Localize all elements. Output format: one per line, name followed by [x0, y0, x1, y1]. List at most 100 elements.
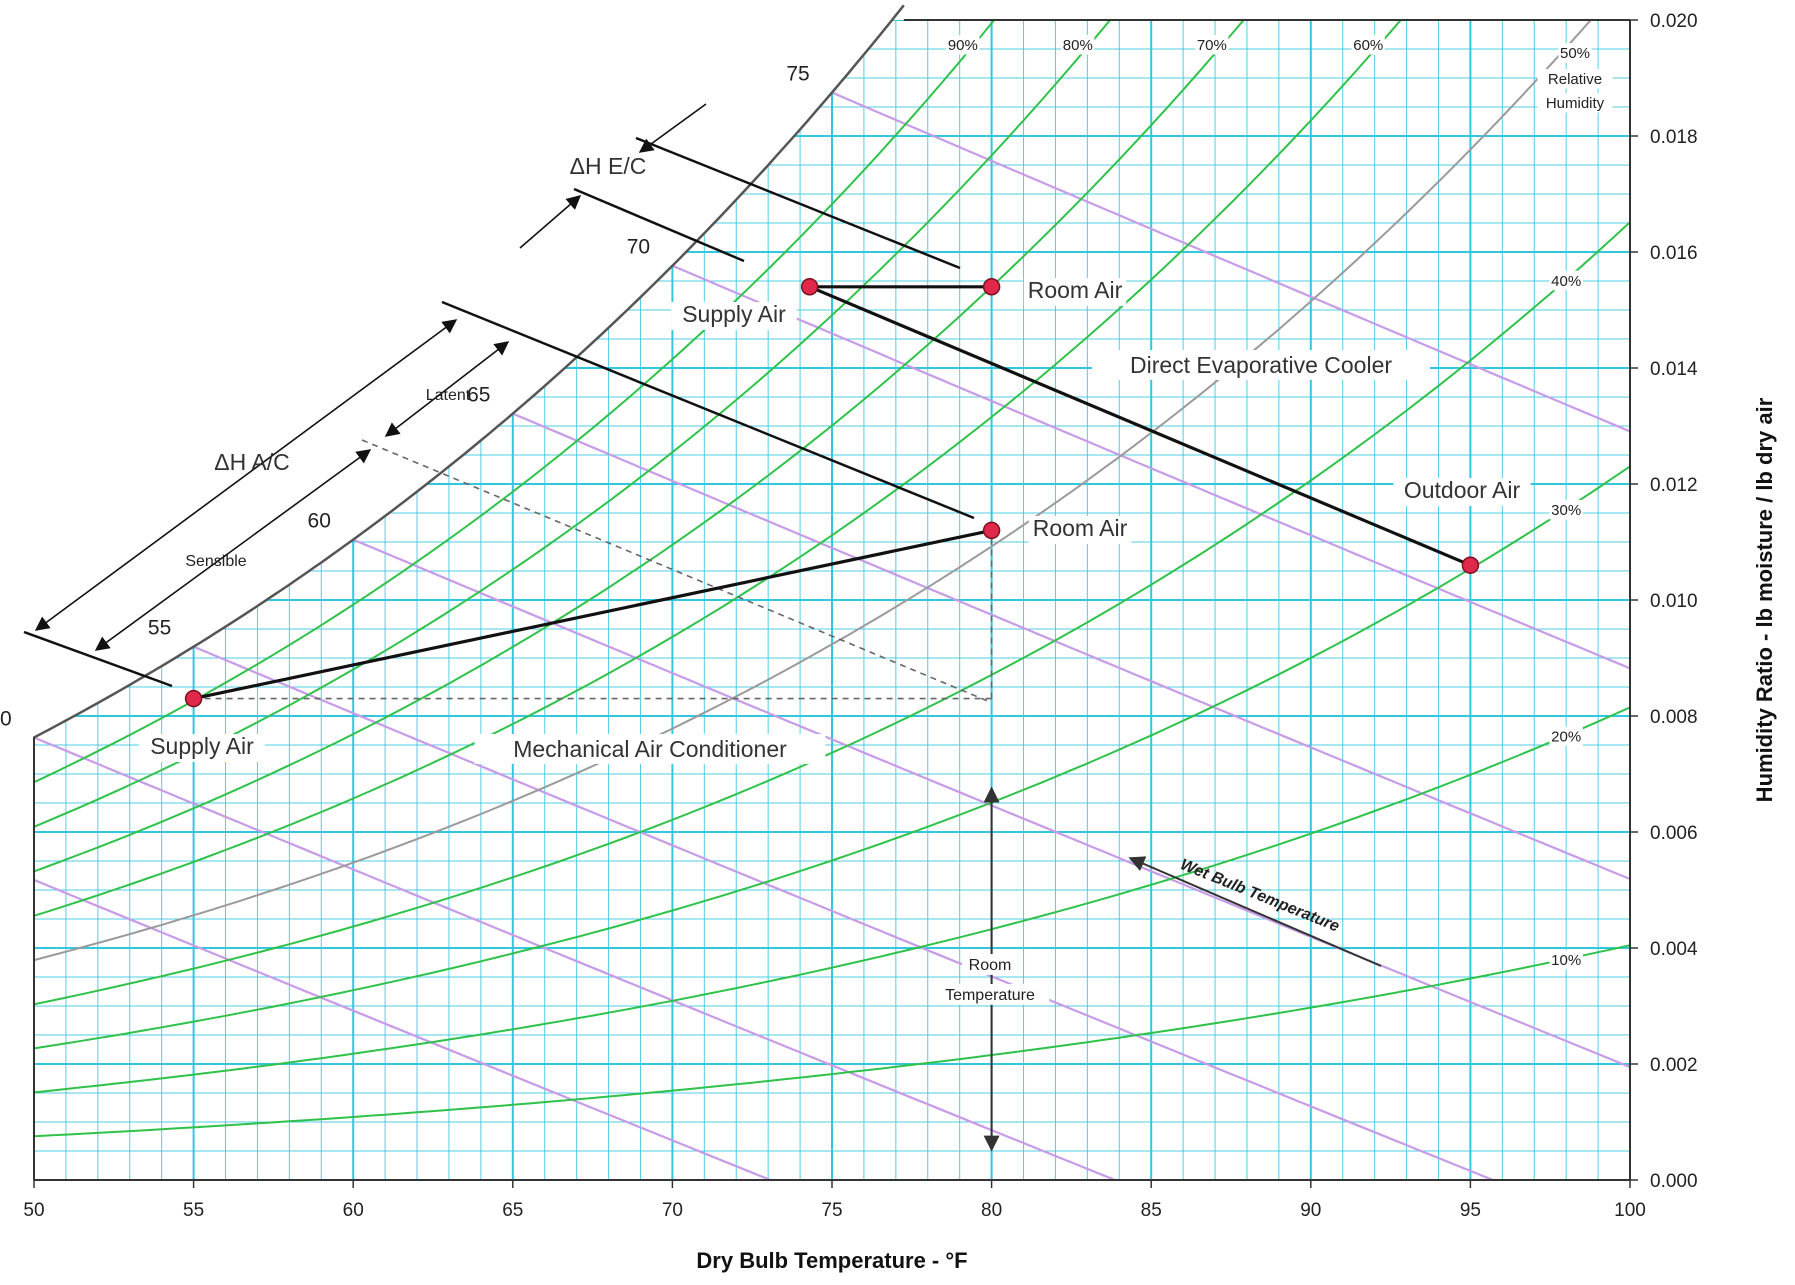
mechanical-air-conditioner-label-bg: [474, 734, 826, 764]
sensible-arrow: [94, 449, 372, 651]
saturation-temp-label: 70: [627, 236, 650, 259]
delta-h-ec-arrow-out: [638, 103, 707, 153]
wet-bulb-line: [34, 878, 774, 1180]
x-tick-label: 60: [343, 1200, 364, 1221]
x-axis-title: Dry Bulb Temperature - °F: [696, 1248, 967, 1273]
delta-h-ac-label: ΔH A/C: [214, 449, 289, 475]
direct-evaporative-cooler-label: Direct Evaporative Cooler: [1130, 352, 1392, 378]
enthalpy-line-ec-low: [573, 187, 745, 263]
x-tick-label: 95: [1460, 1200, 1481, 1221]
rh-curve-40: [34, 220, 1630, 1006]
rh-curve-10: [34, 944, 1630, 1138]
point-label-bg: [1023, 278, 1127, 306]
state-point: [1461, 556, 1480, 574]
rh-label-90: 90%: [948, 37, 978, 54]
state-point: [982, 521, 1001, 540]
rh-curve-50: [34, 20, 1593, 962]
y-tick-label: 0.002: [1650, 1055, 1698, 1076]
rh-label-60: 60%: [1353, 37, 1383, 54]
wet-bulb-arrow: [1128, 856, 1382, 967]
wet-bulb-line: [671, 264, 1630, 670]
point-label-bg: [139, 734, 265, 762]
y-tick-label: 0.012: [1650, 475, 1698, 496]
rh-label-40: 40%: [1551, 273, 1581, 290]
saturation-temp-label: 50: [0, 707, 12, 730]
rh-label-50-line2-bg: [1537, 69, 1613, 89]
wet-bulb-line: [512, 412, 1630, 881]
rh-curve-20: [34, 706, 1630, 1094]
wet-bulb-line: [193, 645, 1496, 1180]
saturation-temp-label: 75: [786, 63, 809, 86]
rh-label-80-bg: [1061, 35, 1095, 55]
wet-bulb-line: [831, 91, 1630, 433]
rh-label-20-bg: [1549, 726, 1583, 746]
right-margin: [1631, 0, 1795, 1285]
x-tick-label: 80: [981, 1200, 1002, 1221]
rh-label-50-line2: Relative: [1548, 71, 1602, 88]
x-tick-label: 100: [1614, 1200, 1646, 1221]
latent-dashed-line: [361, 439, 991, 703]
room-temperature-label-line1-bg: [962, 954, 1018, 975]
enthalpy-line-ac-low: [23, 630, 173, 688]
mechanical-air-conditioner-label: Mechanical Air Conditioner: [513, 736, 787, 762]
rh-label-70: 70%: [1197, 37, 1227, 54]
point-label: Room Air: [1028, 277, 1123, 303]
enthalpy-line-ec-high: [635, 136, 961, 270]
x-tick-label: 50: [23, 1200, 44, 1221]
sensible-label: Sensible: [185, 553, 246, 570]
point-label-bg: [1028, 516, 1132, 544]
y-tick-label: 0.000: [1650, 1171, 1698, 1192]
y-tick-label: 0.008: [1650, 707, 1698, 728]
y-axis-title: Humidity Ratio - lb moisture / lb dry ai…: [1752, 397, 1777, 802]
process-line: [809, 285, 1472, 567]
rh-label-50-line3-bg: [1537, 93, 1613, 113]
process-lines: [193, 285, 1472, 1152]
rh-label-60-bg: [1351, 35, 1385, 55]
rh-label-90-bg: [946, 35, 980, 55]
saturation-temp-label: 65: [467, 384, 490, 407]
point-label: Supply Air: [682, 301, 786, 327]
saturation-temp-label: 55: [148, 617, 171, 640]
x-tick-label: 70: [662, 1200, 683, 1221]
y-tick-label: 0.020: [1650, 11, 1698, 32]
wet-bulb-line: [352, 538, 1630, 1069]
y-tick-label: 0.004: [1650, 939, 1698, 960]
y-tick-label: 0.006: [1650, 823, 1698, 844]
delta-h-ec-label: ΔH E/C: [570, 153, 647, 179]
state-point: [184, 689, 203, 708]
rh-label-30: 30%: [1551, 502, 1581, 519]
enthalpy-line-ac-high: [441, 300, 975, 520]
rh-label-50: 50%: [1560, 45, 1590, 62]
left-margin: [0, 0, 33, 1285]
room-temperature-label-line1: Room: [969, 957, 1012, 974]
latent-label: Latent: [426, 387, 471, 404]
chart-labels: 50 55 60 65 70 75 10% 20% 30% 40% 50% Relative Humid…: [0, 35, 1613, 1005]
rh-label-10-bg: [1549, 950, 1583, 970]
room-temperature-label-line2: Temperature: [945, 987, 1035, 1004]
rh-label-50-line3: Humidity: [1546, 95, 1605, 112]
direct-evaporative-cooler-label-bg: [1092, 350, 1430, 380]
room-temperature-label-line2-bg: [930, 984, 1050, 1005]
rh-label-80: 80%: [1063, 37, 1093, 54]
x-tick-label: 65: [502, 1200, 523, 1221]
rh-label-50-bg: [1558, 43, 1592, 63]
x-tick-label: 85: [1141, 1200, 1162, 1221]
state-point: [800, 278, 819, 296]
y-tick-label: 0.010: [1650, 591, 1698, 612]
rh-label-70-bg: [1195, 35, 1229, 55]
delta-h-ec-arrow-in: [519, 195, 582, 249]
point-label-bg: [1393, 478, 1531, 506]
y-tick-label: 0.014: [1650, 359, 1698, 380]
x-tick-label: 90: [1300, 1200, 1321, 1221]
y-tick-label: 0.016: [1650, 243, 1698, 264]
saturation-temp-label: 60: [308, 510, 331, 533]
point-label: Outdoor Air: [1404, 477, 1521, 503]
rh-curve-30: [34, 465, 1630, 1050]
rh-label-10: 10%: [1551, 952, 1581, 969]
wet-bulb-lines: [34, 91, 1630, 1180]
process-line: [193, 528, 992, 701]
point-label: Supply Air: [150, 733, 254, 759]
rh-label-30-bg: [1549, 500, 1583, 520]
